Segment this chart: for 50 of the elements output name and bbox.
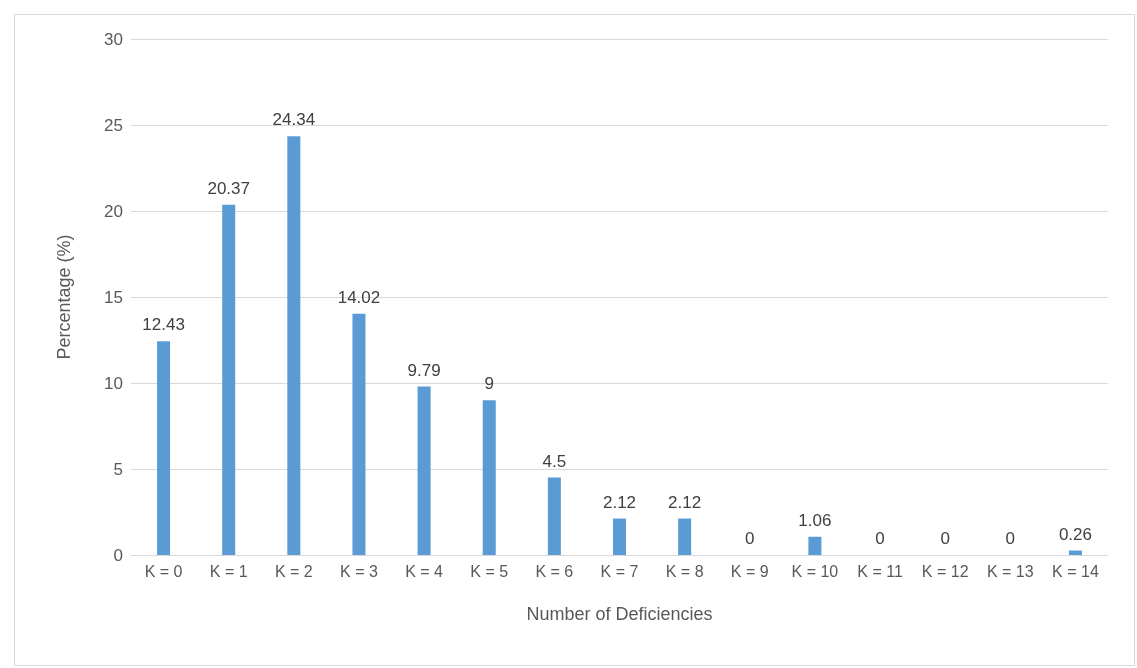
x-tick-label: K = 8: [665, 562, 704, 580]
data-label: 12.43: [142, 315, 185, 335]
data-label: 2.12: [602, 492, 637, 512]
x-tick-label: K = 14: [1052, 562, 1099, 580]
bar: [678, 518, 692, 555]
x-tick-label: K = 7: [600, 562, 639, 580]
x-tick-label: K = 5: [470, 562, 509, 580]
data-label: 24.34: [272, 110, 316, 130]
bar: [1068, 550, 1082, 555]
bar: [417, 386, 431, 555]
x-tick-label: K = 12: [921, 562, 969, 580]
bar: [547, 477, 561, 555]
y-tick-label: 20: [104, 201, 123, 221]
bar: [157, 341, 171, 555]
x-tick-label: K = 1: [209, 562, 248, 580]
data-label: 9: [484, 374, 494, 394]
data-label: 14.02: [337, 287, 381, 307]
x-tick-label: K = 10: [791, 562, 839, 580]
data-label: 4.5: [542, 451, 567, 471]
y-tick-label: 30: [104, 29, 123, 49]
data-label: 0: [940, 529, 950, 548]
x-axis-title: Number of Deficiencies: [526, 604, 713, 624]
x-tick-label: K = 0: [144, 562, 183, 580]
x-tick-label: K = 9: [730, 562, 769, 580]
x-tick-label: K = 3: [340, 562, 378, 580]
data-label: 20.37: [207, 178, 250, 198]
y-tick-label: 25: [104, 115, 123, 135]
y-tick-label: 10: [104, 373, 123, 393]
y-tick-label: 5: [113, 459, 123, 479]
data-label: 9.79: [407, 360, 441, 380]
y-tick-label: 0: [113, 545, 123, 565]
data-label: 1.06: [798, 510, 832, 530]
data-label: 0: [875, 529, 885, 548]
data-label: 2.12: [668, 492, 702, 512]
y-axis-title: Percentage (%): [54, 234, 74, 360]
data-label: 0.26: [1058, 524, 1092, 544]
bar: [612, 518, 627, 555]
data-label: 0: [1005, 529, 1016, 548]
bar: [287, 136, 301, 555]
data-label: 0: [745, 529, 755, 548]
bar: [482, 400, 496, 555]
x-tick-label: K = 13: [986, 562, 1034, 580]
x-tick-label: K = 6: [535, 562, 574, 580]
bar: [222, 204, 236, 555]
x-tick-label: K = 4: [405, 562, 444, 580]
bar: [808, 536, 822, 555]
x-tick-label: K = 2: [274, 562, 313, 580]
bar: [352, 313, 366, 555]
y-tick-label: 15: [104, 287, 123, 307]
x-tick-label: K = 11: [857, 562, 903, 580]
